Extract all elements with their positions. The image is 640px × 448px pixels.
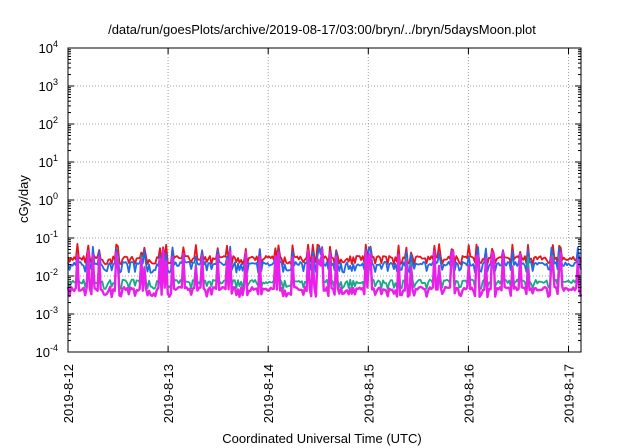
axes: 104 103 102 101 100 10-1 10-2 10-3 10-42019-8-12… — [36, 39, 581, 423]
plot-series — [66, 242, 583, 299]
grid — [68, 48, 581, 352]
x-tick-label: 2019-8-16 — [461, 364, 476, 423]
y-tick-label: 10-3 — [36, 305, 58, 322]
y-tick-label: 101 — [39, 153, 58, 170]
x-axis-label: Coordinated Universal Time (UTC) — [222, 431, 421, 446]
series-line — [67, 242, 582, 266]
x-tick-label: 2019-8-15 — [361, 364, 376, 423]
y-axis-label: cGy/day — [16, 175, 31, 223]
y-tick-label: 10-1 — [36, 229, 58, 246]
y-tick-label: 102 — [39, 115, 58, 132]
y-tick-label: 103 — [39, 77, 58, 94]
series-line — [67, 245, 582, 274]
x-tick-label: 2019-8-13 — [161, 364, 176, 423]
y-tick-label: 10-2 — [36, 267, 58, 284]
x-tick-label: 2019-8-14 — [261, 364, 276, 423]
plot-frame — [67, 47, 582, 353]
chart-title: /data/run/goesPlots/archive/2019-08-17/0… — [108, 22, 536, 37]
x-tick-label: 2019-8-12 — [61, 364, 76, 423]
y-tick-label: 100 — [39, 191, 58, 208]
series-line — [66, 248, 583, 299]
y-tick-label: 10-4 — [36, 343, 58, 360]
y-tick-label: 104 — [39, 39, 58, 56]
x-tick-label: 2019-8-17 — [561, 364, 576, 423]
